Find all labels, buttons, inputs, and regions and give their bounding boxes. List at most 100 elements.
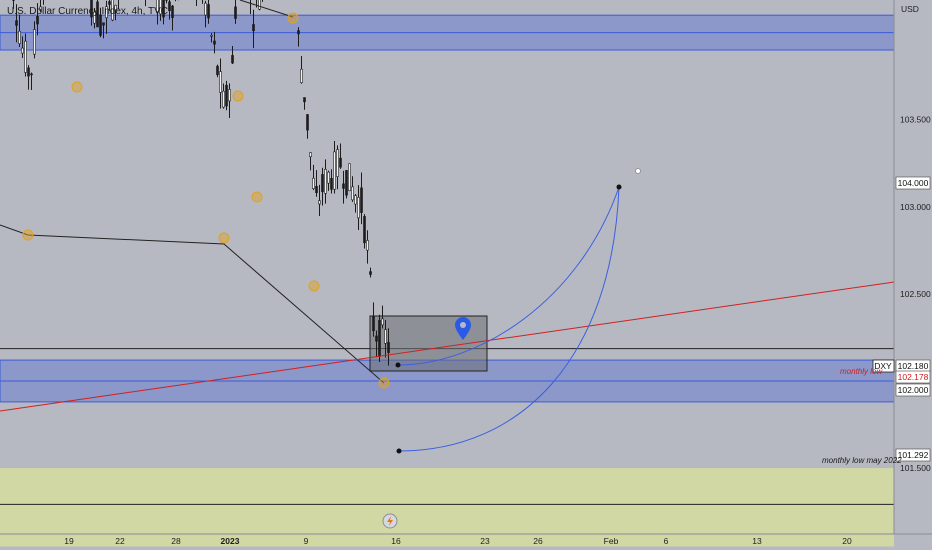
x-tick-label: 23 [480,536,490,546]
x-tick-label: 16 [391,536,401,546]
x-tick-label: 13 [752,536,762,546]
candle-body [162,0,165,18]
candle-body [30,73,33,76]
price-tag[interactable] [895,448,931,462]
price-tag-label: 104.000 [898,178,929,188]
candle-body [252,24,255,32]
y-tick-label: 103.500 [900,115,931,125]
projection-curve-up[interactable] [397,186,620,366]
candle-body [219,71,222,93]
swing-marker[interactable] [218,232,230,244]
x-tick-label: 9 [304,536,309,546]
anchor-point[interactable] [635,168,641,174]
candle-body [333,151,336,190]
candle-body [111,0,114,21]
lightning-icon[interactable] [382,513,398,529]
candle-body [375,335,378,342]
candle-body [330,177,333,190]
candle-body [342,183,345,189]
candle-body [90,0,93,18]
entry-point[interactable] [395,362,401,368]
x-tick-label: 22 [115,536,125,546]
candle-body [93,11,96,24]
candle-body [222,90,225,108]
candle-body [207,4,210,19]
candle-body [204,2,207,16]
candle-body [27,67,30,77]
candle-body [99,14,102,36]
candle-body [258,0,261,10]
symbol-tag-label: DXY [874,361,892,371]
swing-marker[interactable] [232,90,244,102]
candle-body [363,216,366,244]
candle-body [312,177,315,189]
candle-body [105,6,108,19]
price-tag[interactable] [895,176,931,190]
candle-body [231,55,234,64]
price-tag-label: 102.180 [898,361,929,371]
candle-body [108,1,111,5]
swing-marker[interactable] [308,280,320,292]
candle-body [39,6,42,11]
candle-body [318,200,321,205]
price-tag[interactable] [895,370,931,384]
candle-body [114,4,117,11]
candle-body [372,315,375,332]
projection-curve-down[interactable] [398,186,620,452]
price-tag-label: 101.292 [898,450,929,460]
candle-body [156,0,159,12]
candle-body [321,174,324,193]
candle-body [360,187,363,213]
currency-label: USD [901,4,919,14]
candle-body [309,152,312,158]
symbol-tag[interactable] [872,359,895,373]
price-tag[interactable] [895,383,931,397]
candle-body [18,30,21,44]
candle-body [354,195,357,205]
candle-body [102,22,105,26]
candle-body [171,5,174,18]
swing-marker[interactable] [71,81,83,93]
candle-body [327,171,330,184]
target-point[interactable] [616,184,622,190]
price-tag-label: 102.178 [898,372,929,382]
candle-body [315,186,318,194]
candle-body [33,29,36,55]
x-tick-label: Feb [604,536,619,546]
pin-hole [460,322,466,328]
red-trend-line[interactable] [0,281,895,412]
candle-body [324,169,327,194]
candle-body [96,1,99,28]
candle-body [168,1,171,12]
location-pin-icon[interactable] [455,317,471,340]
candle-body [351,186,354,201]
note-monthly-low: monthly low [840,367,883,376]
swing-marker[interactable] [251,191,263,203]
price-tag-label: 102.000 [898,385,929,395]
candle-body [300,68,303,83]
swing-marker[interactable] [287,12,299,24]
candle-body [303,97,306,103]
y-tick-label: 101.500 [900,463,931,473]
candle-body [357,197,360,219]
monthly-low-zone[interactable] [0,468,894,547]
candle-body [213,40,216,45]
candle-body [21,47,24,54]
candle-body [378,319,381,357]
low-point[interactable] [396,448,402,454]
candle-body [336,149,339,177]
candle-body [234,6,237,19]
x-tick-label: 26 [533,536,543,546]
trendline-lower[interactable] [0,224,385,384]
x-tick-label: 28 [171,536,181,546]
swing-marker[interactable] [22,229,34,241]
candle-body [36,16,39,25]
candle-body [384,329,387,344]
swing-marker[interactable] [378,377,390,389]
candle-body [306,114,309,131]
x-tick-label: 20 [842,536,852,546]
candle-body [381,318,384,326]
trendline-upper[interactable] [239,0,294,18]
